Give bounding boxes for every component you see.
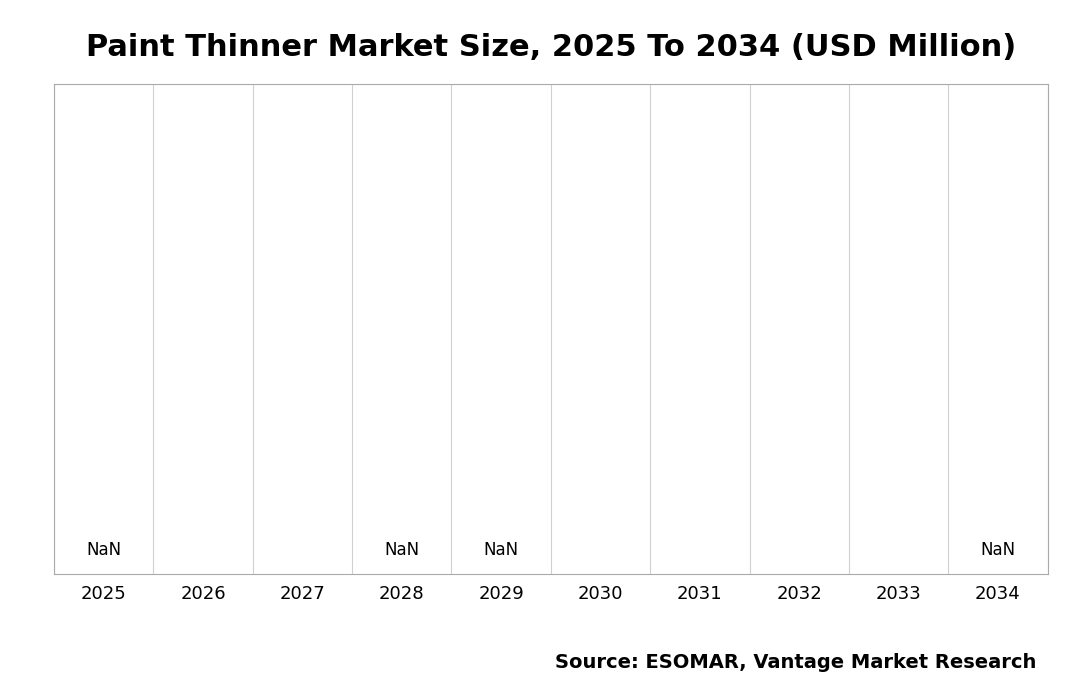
Text: NaN: NaN bbox=[86, 541, 121, 559]
Text: NaN: NaN bbox=[384, 541, 419, 559]
Text: NaN: NaN bbox=[484, 541, 518, 559]
Text: NaN: NaN bbox=[981, 541, 1015, 559]
Title: Paint Thinner Market Size, 2025 To 2034 (USD Million): Paint Thinner Market Size, 2025 To 2034 … bbox=[85, 33, 1016, 62]
Text: Source: ESOMAR, Vantage Market Research: Source: ESOMAR, Vantage Market Research bbox=[555, 653, 1037, 672]
